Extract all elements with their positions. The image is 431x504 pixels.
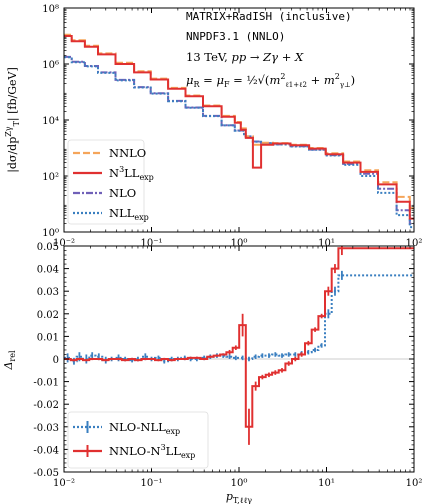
bottom-x-ticks: 10⁻² 10⁻¹ 10⁰ 10¹ 10² xyxy=(53,246,422,489)
top-x-tick-label: 10⁻¹ xyxy=(140,238,162,249)
top-x-tick-label: 10⁻² xyxy=(53,238,75,249)
top-x-tick-label: 10¹ xyxy=(318,238,335,249)
bottom-x-tick-label: 10² xyxy=(406,478,423,489)
top-y-ticks: 10⁰ 10² 10⁴ 10⁶ 10⁸ xyxy=(42,4,414,239)
bottom-y-ticks: -0.05 -0.04 -0.03 -0.02 -0.01 0 0.01 0.02 0.03 0.… xyxy=(33,242,414,479)
top-x-ticks: 10⁻² 10⁻¹ 10⁰ 10¹ 10² xyxy=(53,8,422,249)
bottom-y-tick-label: 0.03 xyxy=(37,287,59,298)
bottom-y-tick-label: 0.05 xyxy=(37,242,59,253)
series-line-nnlo xyxy=(64,33,414,210)
bottom-x-tick-label: 10⁻² xyxy=(53,478,75,489)
legend-label-nlo-nll: NLO-NLLexp xyxy=(109,420,180,436)
bottom-y-tick-label: -0.03 xyxy=(33,423,59,434)
bottom-y-tick-label: 0.01 xyxy=(37,332,59,343)
series-line-nll-exp xyxy=(64,56,414,229)
bottom-x-tick-label: 10⁰ xyxy=(231,478,248,489)
top-y-tick-label: 10⁸ xyxy=(42,4,59,15)
top-panel: 10⁰ 10² 10⁴ 10⁶ 10⁸ 10⁻² 10⁻¹ 10⁰ 10¹ 10² |dσ/dp… xyxy=(4,4,422,249)
bottom-y-tick-label: -0.05 xyxy=(33,468,59,479)
bottom-y-tick-label: -0.04 xyxy=(33,445,59,456)
legend-label-nnlo: NNLO xyxy=(109,146,146,160)
bottom-x-tick-label: 10⁻¹ xyxy=(140,478,162,489)
top-y-tick-label: 10⁶ xyxy=(42,60,59,71)
top-legend: NNLO N3LLexp NLO NLLexp xyxy=(67,139,154,225)
bottom-y-tick-label: 0.04 xyxy=(37,265,59,276)
bottom-legend: NLO-NLLexp NNLO-N3LLexp xyxy=(67,411,209,469)
top-y-tick-label: 10⁴ xyxy=(42,116,59,127)
bottom-y-tick-label: 0 xyxy=(53,355,59,366)
bottom-legend-box xyxy=(67,411,209,469)
top-y-tick-label: 10² xyxy=(42,172,59,183)
bottom-x-axis-label: pT,ℓℓγ xyxy=(226,490,252,504)
bottom-y-axis-label: Δrel xyxy=(2,350,17,371)
annotation-line-1: MATRIX+RadISH (inclusive) xyxy=(186,10,352,23)
legend-label-nlo: NLO xyxy=(109,186,136,200)
annotation-line-3: 13 TeV, pp → Zγ + X xyxy=(186,50,304,64)
top-y-tick-label: 10⁰ xyxy=(42,228,59,239)
top-y-axis-label: |dσ/dpZγT| [fb/GeV] xyxy=(4,67,21,173)
top-x-tick-label: 10² xyxy=(406,238,423,249)
bottom-panel: -0.05 -0.04 -0.03 -0.02 -0.01 0 0.01 0.02 0.03 0.… xyxy=(2,242,422,504)
top-series-group xyxy=(64,33,414,229)
bottom-y-tick-label: -0.02 xyxy=(33,400,59,411)
bottom-series-clip xyxy=(64,246,414,445)
top-series-clip xyxy=(64,33,414,229)
top-x-tick-label: 10⁰ xyxy=(231,238,248,249)
series-line-n-ll-exp xyxy=(64,35,414,220)
bottom-y-tick-label: -0.01 xyxy=(33,378,59,389)
bottom-x-tick-label: 10¹ xyxy=(318,478,335,489)
bottom-series-group xyxy=(64,246,414,445)
legend-label-nnlo-n3ll: NNLO-N3LLexp xyxy=(109,443,195,460)
annotation-line-4: μR = μF = ½√(m2ℓ1+ℓ2 + m2γ⊥) xyxy=(186,72,355,89)
bottom-y-tick-label: 0.02 xyxy=(37,310,59,321)
top-legend-box xyxy=(67,139,145,225)
annotation-line-2: NNPDF3.1 (NNLO) xyxy=(186,30,285,43)
